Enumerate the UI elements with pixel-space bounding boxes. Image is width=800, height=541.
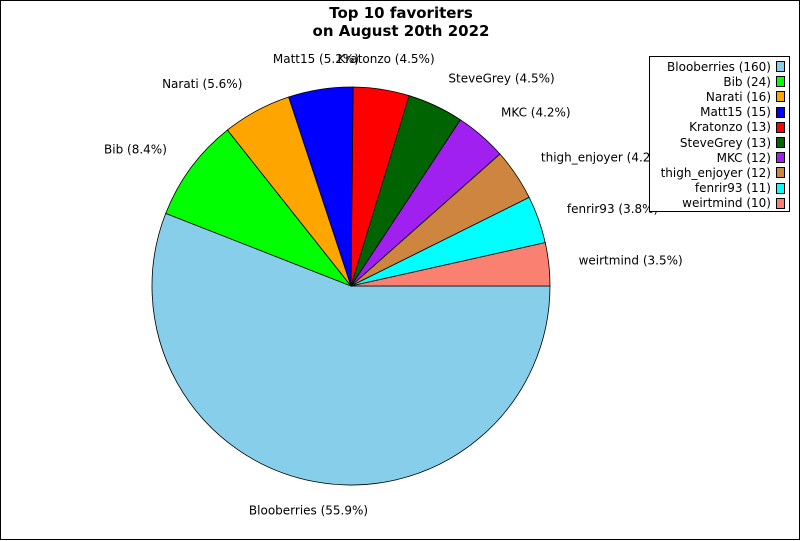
legend-item-fenrir93: fenrir93 (11) xyxy=(650,181,785,196)
slice-label-thigh-enjoyer: thigh_enjoyer (4.2%) xyxy=(541,151,667,165)
legend-swatch xyxy=(776,167,785,179)
legend-swatch xyxy=(776,106,785,118)
slice-label-narati: Narati (5.6%) xyxy=(162,77,242,91)
legend-item-stevegrey: SteveGrey (13) xyxy=(650,135,785,150)
chart-title: Top 10 favoriters on August 20th 2022 xyxy=(1,4,800,40)
legend-item-matt15: Matt15 (15) xyxy=(650,105,785,120)
legend-label: thigh_enjoyer (12) xyxy=(660,165,771,180)
pie-slice-blooberries xyxy=(151,212,551,486)
slice-label-bib: Bib (8.4%) xyxy=(104,142,167,156)
legend-label: SteveGrey (13) xyxy=(679,135,771,150)
slice-label-stevegrey: SteveGrey (4.5%) xyxy=(448,71,554,85)
legend-label: Kratonzo (13) xyxy=(689,120,771,135)
slice-label-matt15: Matt15 (5.2%) xyxy=(273,52,359,66)
legend-item-bib: Bib (24) xyxy=(650,74,785,89)
legend-label: MKC (12) xyxy=(716,150,771,165)
legend-swatch xyxy=(776,182,785,194)
legend-swatch xyxy=(776,121,785,133)
pie-slice-bib xyxy=(165,129,353,287)
legend-swatch xyxy=(776,61,785,73)
legend-item-thigh-enjoyer: thigh_enjoyer (12) xyxy=(650,165,785,180)
legend-swatch xyxy=(776,76,785,88)
slice-label-weirtmind: weirtmind (3.5%) xyxy=(579,253,683,267)
chart-legend: Blooberries (160) Bib (24) Narati (16) Matt… xyxy=(649,56,790,212)
legend-item-blooberries: Blooberries (160) xyxy=(650,59,785,74)
legend-swatch xyxy=(776,137,785,149)
slice-label-fenrir93: fenrir93 (3.8%) xyxy=(567,202,658,216)
legend-label: fenrir93 (11) xyxy=(694,181,771,196)
pie-slice-weirtmind xyxy=(350,242,551,287)
chart-title-line-1: Top 10 favoriters xyxy=(329,4,473,22)
chart-title-line-2: on August 20th 2022 xyxy=(312,22,490,40)
legend-swatch xyxy=(776,152,785,164)
legend-swatch xyxy=(776,91,785,103)
slice-label-kratonzo: Kratonzo (4.5%) xyxy=(338,52,435,66)
legend-swatch xyxy=(776,197,785,209)
legend-label: Blooberries (160) xyxy=(667,59,771,74)
legend-label: Bib (24) xyxy=(723,74,771,89)
legend-label: weirtmind (10) xyxy=(682,196,771,211)
legend-label: Narati (16) xyxy=(705,89,771,104)
slice-label-mkc: MKC (4.2%) xyxy=(501,105,571,119)
legend-label: Matt15 (15) xyxy=(700,105,771,120)
legend-item-narati: Narati (16) xyxy=(650,89,785,104)
legend-item-mkc: MKC (12) xyxy=(650,150,785,165)
legend-item-kratonzo: Kratonzo (13) xyxy=(650,120,785,135)
slice-label-blooberries: Blooberries (55.9%) xyxy=(249,504,368,518)
legend-item-weirtmind: weirtmind (10) xyxy=(650,196,785,211)
